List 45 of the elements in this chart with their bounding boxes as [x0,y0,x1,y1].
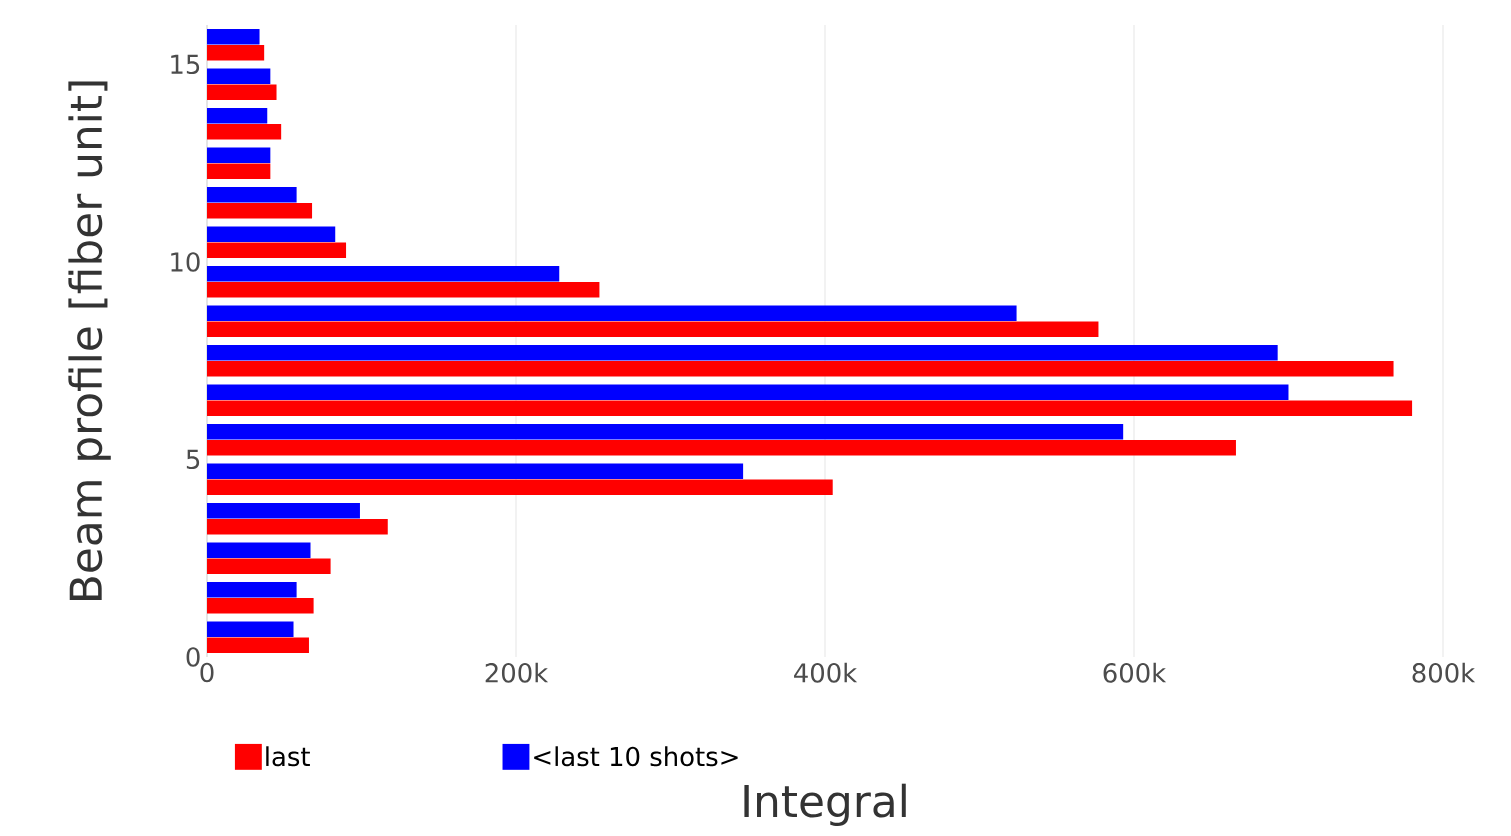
bar [207,202,313,219]
bar [207,281,600,298]
bar [207,108,268,124]
bar [207,384,1289,401]
bar [207,187,297,203]
bar [207,424,1124,440]
bar [207,44,265,61]
legend-label: last [266,746,310,767]
bar [207,621,294,638]
bar [207,345,1278,361]
bar [207,242,347,258]
bar [207,542,311,559]
x-tick-label: 600k [1103,662,1167,683]
bar [207,582,297,598]
x-tick-label: 200k [485,662,549,683]
bar [207,597,314,614]
bar [207,163,271,179]
bar [207,360,1394,377]
x-tick-label: 400k [794,662,858,683]
x-tick-label: 0 [200,662,214,683]
bar [207,147,271,164]
bar [207,400,1413,416]
bar [207,439,1236,456]
y-tick-label: 15 [171,54,200,75]
bar [207,305,1017,322]
y-tick-label: 10 [171,252,200,272]
bar [207,637,309,653]
bar [207,84,277,100]
bar [207,123,282,140]
x-tick-label: 800k [1412,662,1476,683]
bar [207,266,560,282]
bar [207,68,271,85]
y-tick-label: 0 [186,647,200,667]
bar [207,558,331,574]
y-axis-title: Beam profile [fiber unit] [68,81,111,600]
bar [207,226,336,243]
x-axis-title: Integral [744,783,906,827]
bar [207,321,1099,337]
bar [207,29,260,45]
bar [207,463,744,480]
legend-label: <last 10 shots> [534,746,738,767]
y-tick-label: 5 [186,449,200,470]
bar [207,503,360,519]
bar [207,518,388,535]
bar [207,479,833,495]
